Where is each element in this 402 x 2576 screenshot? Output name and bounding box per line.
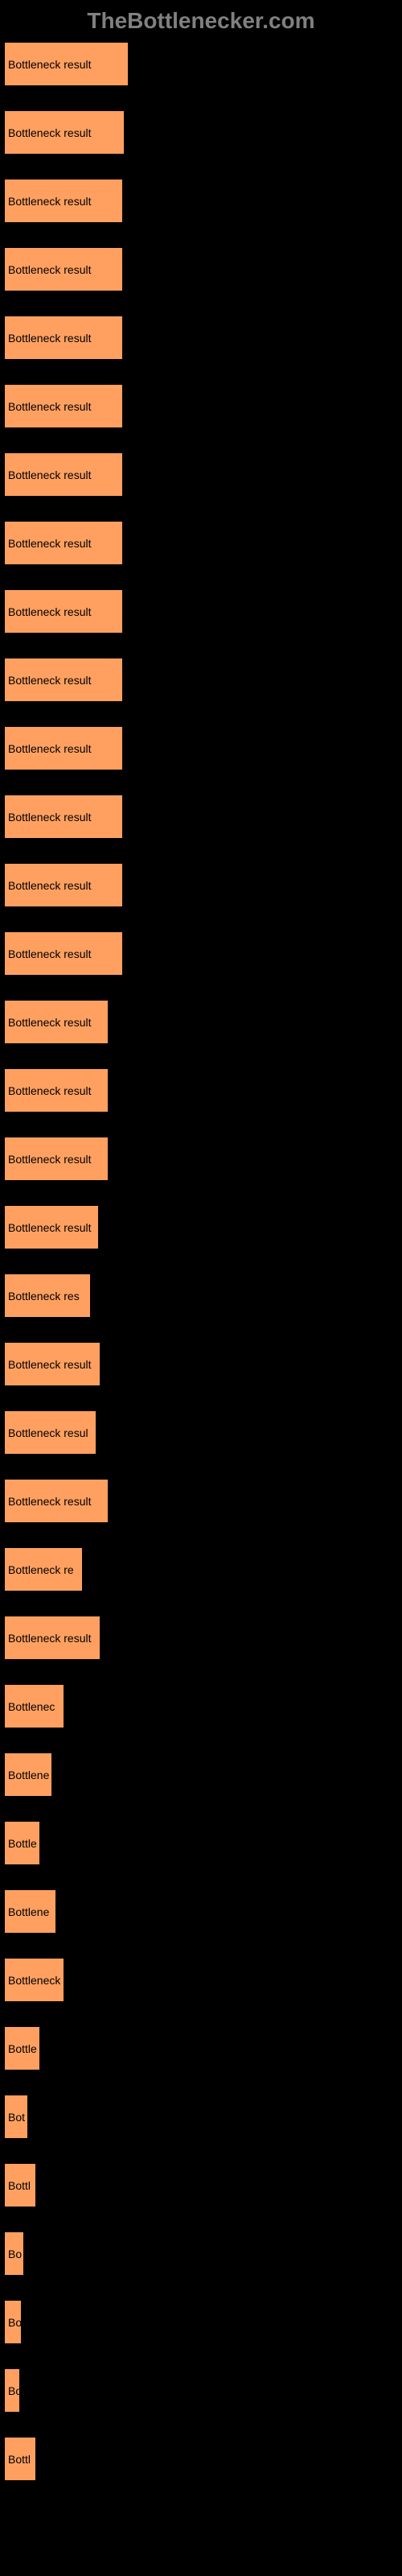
bar-group: Bottlenec: [4, 1684, 402, 1728]
bar-chart: Bottleneck result Bottleneck result Bottle…: [0, 42, 402, 2481]
bar-group: Bot: [4, 2095, 402, 2139]
bar-label: Bottleneck result: [8, 1153, 92, 1166]
bar-label: Bottleneck result: [8, 126, 92, 139]
bar-label: Bottlene: [8, 1769, 49, 1781]
bar-group: Bottleneck resul: [4, 1410, 402, 1455]
bar-label: Bottleneck result: [8, 1084, 92, 1097]
bar-group: Bottleneck result: [4, 1616, 402, 1660]
bar-label: Bottleneck result: [8, 742, 92, 755]
bar-label: Bottleneck result: [8, 332, 92, 345]
bar-group: Bo: [4, 2300, 402, 2344]
bar-group: Bottleneck result: [4, 1342, 402, 1386]
bar-label: Bo: [8, 2248, 22, 2260]
bar-label: Bottleneck result: [8, 469, 92, 481]
bar-group: Bottleneck result: [4, 247, 402, 291]
bar-group: Bottleneck result: [4, 589, 402, 634]
bar-label: Bottleneck result: [8, 537, 92, 550]
bar-label: Bottleneck result: [8, 674, 92, 687]
bar-label: Bottleneck result: [8, 947, 92, 960]
bar-group: Bottleneck result: [4, 1205, 402, 1249]
bar-group: Bottleneck result: [4, 658, 402, 702]
bar-group: Bottlene: [4, 1752, 402, 1797]
bar-group: Bottleneck result: [4, 316, 402, 360]
bar-group: Bottleneck: [4, 1958, 402, 2002]
bar-label: Bottleneck result: [8, 879, 92, 892]
bar-label: Bottleneck result: [8, 1358, 92, 1371]
bar-group: Bottl: [4, 2163, 402, 2207]
bar-label: Bottleneck result: [8, 1495, 92, 1508]
bar-group: Bottleneck result: [4, 1479, 402, 1523]
bar-label: Bot: [8, 2111, 25, 2124]
bar-group: Bottleneck result: [4, 110, 402, 155]
page-header: TheBottlenecker.com: [0, 0, 402, 42]
bar-group: Bottleneck result: [4, 931, 402, 976]
bar-label: Bottleneck result: [8, 605, 92, 618]
bar-label: Bo: [8, 2384, 20, 2397]
bar-group: Bottlene: [4, 1889, 402, 1934]
bar-group: Bottleneck result: [4, 42, 402, 86]
bar-label: Bo: [8, 2316, 22, 2329]
bar-group: Bottleneck result: [4, 1000, 402, 1044]
bar-group: Bottleneck res: [4, 1274, 402, 1318]
bar-label: Bottleneck result: [8, 1016, 92, 1029]
bar-group: Bottleneck result: [4, 384, 402, 428]
bar-label: Bottleneck result: [8, 1632, 92, 1645]
bar-label: Bottleneck result: [8, 263, 92, 276]
bar-group: Bottle: [4, 1821, 402, 1865]
bar-group: Bottleneck result: [4, 179, 402, 223]
bar-group: Bottleneck result: [4, 521, 402, 565]
bar-group: Bo: [4, 2231, 402, 2276]
bar-group: Bo: [4, 2368, 402, 2413]
bar-label: Bottleneck result: [8, 811, 92, 824]
bar-label: Bottleneck result: [8, 195, 92, 208]
bar-label: Bottleneck res: [8, 1290, 80, 1302]
bar-label: Bottleneck result: [8, 1221, 92, 1234]
bar-group: Bottl: [4, 2437, 402, 2481]
bar-label: Bottleneck result: [8, 400, 92, 413]
bar-group: Bottleneck result: [4, 1137, 402, 1181]
bar-label: Bottlenec: [8, 1700, 55, 1713]
bar-label: Bottle: [8, 1837, 37, 1850]
bar-group: Bottleneck re: [4, 1547, 402, 1591]
bar-label: Bottleneck resul: [8, 1426, 88, 1439]
bar-group: Bottleneck result: [4, 726, 402, 770]
bar-label: Bottleneck result: [8, 58, 92, 71]
bar-label: Bottleneck re: [8, 1563, 74, 1576]
bar-label: Bottlene: [8, 1905, 49, 1918]
y-axis-line: [2, 42, 3, 2481]
bar-group: Bottleneck result: [4, 795, 402, 839]
bar-group: Bottleneck result: [4, 863, 402, 907]
bar-group: Bottleneck result: [4, 452, 402, 497]
bar-label: Bottleneck: [8, 1974, 60, 1987]
bar-label: Bottl: [8, 2179, 31, 2192]
bar-group: Bottleneck result: [4, 1068, 402, 1113]
bar-label: Bottl: [8, 2453, 31, 2466]
bar-group: Bottle: [4, 2026, 402, 2070]
bar-label: Bottle: [8, 2042, 37, 2055]
